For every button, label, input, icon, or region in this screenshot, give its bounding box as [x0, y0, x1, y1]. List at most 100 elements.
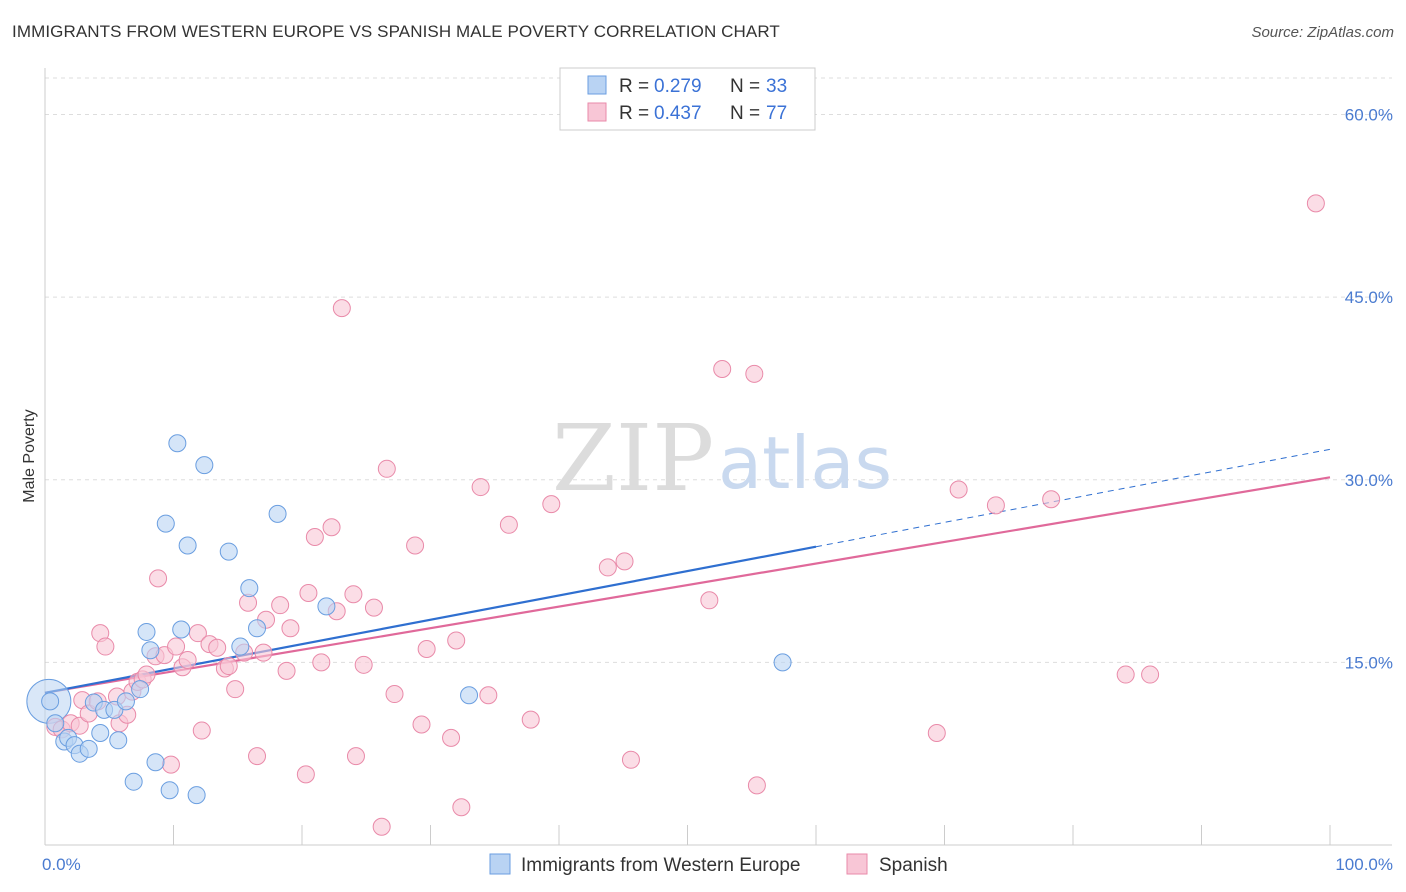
spanish-point-40 — [305, 527, 324, 546]
western-europe-point-14 — [131, 680, 150, 699]
spanish-point-66 — [700, 591, 719, 610]
watermark-atlas: atlas — [718, 421, 892, 505]
chart-title: IMMIGRANTS FROM WESTERN EUROPE VS SPANIS… — [12, 22, 780, 41]
legend-swatch-pink — [587, 102, 607, 122]
western-europe-point-20 — [168, 434, 187, 453]
spanish-point-60 — [499, 515, 518, 534]
spanish-point-3 — [70, 716, 89, 735]
spanish-point-39 — [299, 583, 318, 602]
y-tick-label-3: 60.0% — [1345, 106, 1393, 125]
series-name-blue: Immigrants from Western Europe — [521, 855, 800, 876]
legend-r-label-1: R = — [619, 76, 649, 97]
western-europe-point-8 — [91, 723, 110, 742]
spanish-point-47 — [354, 655, 373, 674]
series-legend: Immigrants from Western Europe Spanish — [489, 853, 948, 876]
legend-n-value-1: 33 — [766, 76, 787, 97]
spanish-point-55 — [442, 728, 461, 747]
watermark-zip: ZIP — [552, 405, 714, 512]
western-europe-point-32 — [773, 653, 792, 672]
y-tick-label-2: 45.0% — [1345, 288, 1393, 307]
legend-r-label-2: R = — [619, 103, 649, 124]
western-europe-point-31 — [460, 686, 479, 705]
spanish-point-33 — [254, 643, 273, 662]
trend-line-western-europe — [44, 545, 817, 694]
series-name-pink: Spanish — [879, 855, 948, 876]
series-swatch-blue — [489, 853, 511, 875]
x-tick-label-1: 100.0% — [1335, 855, 1393, 874]
spanish-point-63 — [598, 558, 617, 577]
western-europe-point-15 — [137, 622, 156, 641]
western-europe-point-0 — [41, 692, 60, 711]
spanish-point-32 — [248, 747, 267, 766]
spanish-point-45 — [344, 585, 363, 604]
spanish-point-17 — [149, 569, 168, 588]
legend-r-value-1: 0.279 — [654, 76, 702, 97]
spanish-point-69 — [747, 776, 766, 795]
spanish-point-73 — [1042, 490, 1061, 509]
spanish-point-62 — [542, 495, 561, 514]
western-europe-point-22 — [178, 536, 197, 555]
spanish-point-61 — [521, 710, 540, 729]
y-tick-label-0: 15.0% — [1345, 653, 1393, 672]
spanish-point-68 — [745, 364, 764, 383]
spanish-point-51 — [385, 685, 404, 704]
watermark: ZIP atlas — [552, 405, 892, 512]
spanish-point-65 — [621, 750, 640, 769]
spanish-point-59 — [479, 686, 498, 705]
western-europe-point-12 — [116, 692, 135, 711]
spanish-point-75 — [1141, 665, 1160, 684]
spanish-point-26 — [208, 638, 227, 657]
spanish-point-42 — [322, 518, 341, 537]
spanish-point-70 — [927, 723, 946, 742]
western-europe-point-11 — [109, 731, 128, 750]
western-europe-point-23 — [187, 786, 206, 805]
western-europe-point-1 — [46, 714, 65, 733]
spanish-point-44 — [332, 299, 351, 318]
western-europe-point-16 — [141, 641, 160, 660]
western-europe-point-28 — [248, 619, 267, 638]
spanish-point-64 — [615, 552, 634, 571]
spanish-point-49 — [372, 817, 391, 836]
y-axis-label: Male Poverty — [21, 409, 38, 502]
western-europe-point-26 — [231, 637, 250, 656]
spanish-point-56 — [447, 631, 466, 650]
spanish-point-20 — [167, 637, 186, 656]
spanish-point-46 — [346, 747, 365, 766]
spanish-point-57 — [452, 798, 471, 817]
legend-swatch-blue — [587, 75, 607, 95]
source-credit: Source: ZipAtlas.com — [1251, 24, 1394, 41]
spanish-point-76 — [1306, 194, 1325, 213]
spanish-point-28 — [219, 657, 238, 676]
spanish-point-35 — [271, 596, 290, 615]
spanish-point-22 — [178, 650, 197, 669]
western-europe-point-30 — [317, 597, 336, 616]
western-europe-point-25 — [219, 542, 238, 561]
spanish-point-38 — [296, 765, 315, 784]
spanish-point-72 — [986, 496, 1005, 515]
spanish-point-58 — [471, 478, 490, 497]
trend-line-western-europe-extension — [815, 448, 1331, 548]
spanish-point-67 — [713, 359, 732, 378]
western-europe-point-24 — [195, 456, 214, 475]
stats-legend: R = 0.279 N = 33 R = 0.437 N = 77 — [559, 67, 816, 131]
spanish-point-71 — [949, 480, 968, 499]
spanish-point-50 — [377, 459, 396, 478]
data-points — [26, 194, 1325, 836]
spanish-point-48 — [364, 598, 383, 617]
spanish-point-54 — [417, 639, 436, 658]
spanish-point-74 — [1116, 665, 1135, 684]
spanish-point-53 — [412, 715, 431, 734]
western-europe-point-18 — [156, 514, 175, 533]
spanish-point-24 — [192, 721, 211, 740]
y-tick-label-1: 30.0% — [1345, 471, 1393, 490]
western-europe-point-27 — [240, 579, 259, 598]
spanish-point-41 — [312, 653, 331, 672]
spanish-point-37 — [281, 619, 300, 638]
spanish-point-8 — [96, 637, 115, 656]
legend-r-value-2: 0.437 — [654, 103, 702, 124]
series-swatch-pink — [846, 853, 868, 875]
western-europe-point-17 — [146, 753, 165, 772]
western-europe-point-19 — [160, 781, 179, 800]
western-europe-point-21 — [172, 620, 191, 639]
